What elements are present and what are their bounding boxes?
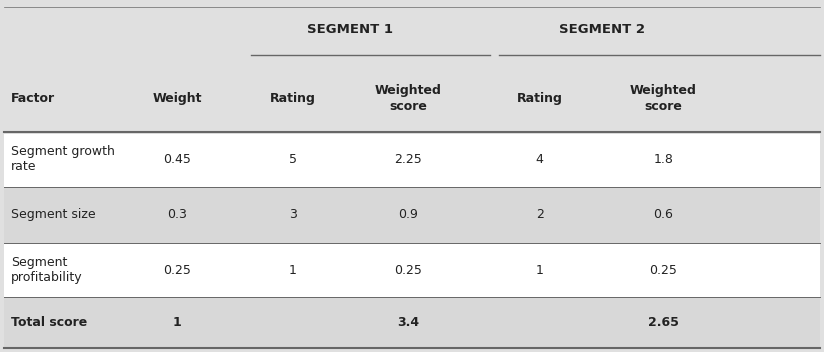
- Text: 0.25: 0.25: [649, 264, 677, 277]
- Text: 1.8: 1.8: [653, 153, 673, 166]
- Bar: [4, 243, 820, 297]
- Text: Weighted
score: Weighted score: [374, 84, 442, 113]
- Text: 0.3: 0.3: [167, 208, 187, 221]
- Text: 1: 1: [536, 264, 544, 277]
- Text: 3: 3: [288, 208, 297, 221]
- Text: 3.4: 3.4: [397, 316, 419, 329]
- Text: Total score: Total score: [11, 316, 87, 329]
- Text: Segment growth
rate: Segment growth rate: [11, 145, 115, 173]
- Text: Rating: Rating: [517, 92, 563, 105]
- Text: 0.25: 0.25: [163, 264, 191, 277]
- Text: SEGMENT 2: SEGMENT 2: [559, 24, 644, 36]
- Bar: [4, 132, 820, 187]
- Text: Segment
profitability: Segment profitability: [11, 256, 82, 284]
- Text: Rating: Rating: [269, 92, 316, 105]
- Text: Segment size: Segment size: [11, 208, 96, 221]
- Text: 2: 2: [536, 208, 544, 221]
- Text: 4: 4: [536, 153, 544, 166]
- Bar: [4, 297, 820, 348]
- Text: Factor: Factor: [11, 92, 55, 105]
- Text: 1: 1: [288, 264, 297, 277]
- Text: 0.25: 0.25: [394, 264, 422, 277]
- Text: SEGMENT 1: SEGMENT 1: [307, 24, 393, 36]
- Text: 0.6: 0.6: [653, 208, 673, 221]
- Bar: [4, 187, 820, 243]
- Text: Weighted
score: Weighted score: [630, 84, 697, 113]
- Text: 0.45: 0.45: [163, 153, 191, 166]
- Bar: [4, 7, 820, 134]
- Text: Weight: Weight: [152, 92, 202, 105]
- Text: 2.25: 2.25: [394, 153, 422, 166]
- Text: 1: 1: [173, 316, 181, 329]
- Text: 5: 5: [288, 153, 297, 166]
- Text: 2.65: 2.65: [648, 316, 679, 329]
- Text: 0.9: 0.9: [398, 208, 418, 221]
